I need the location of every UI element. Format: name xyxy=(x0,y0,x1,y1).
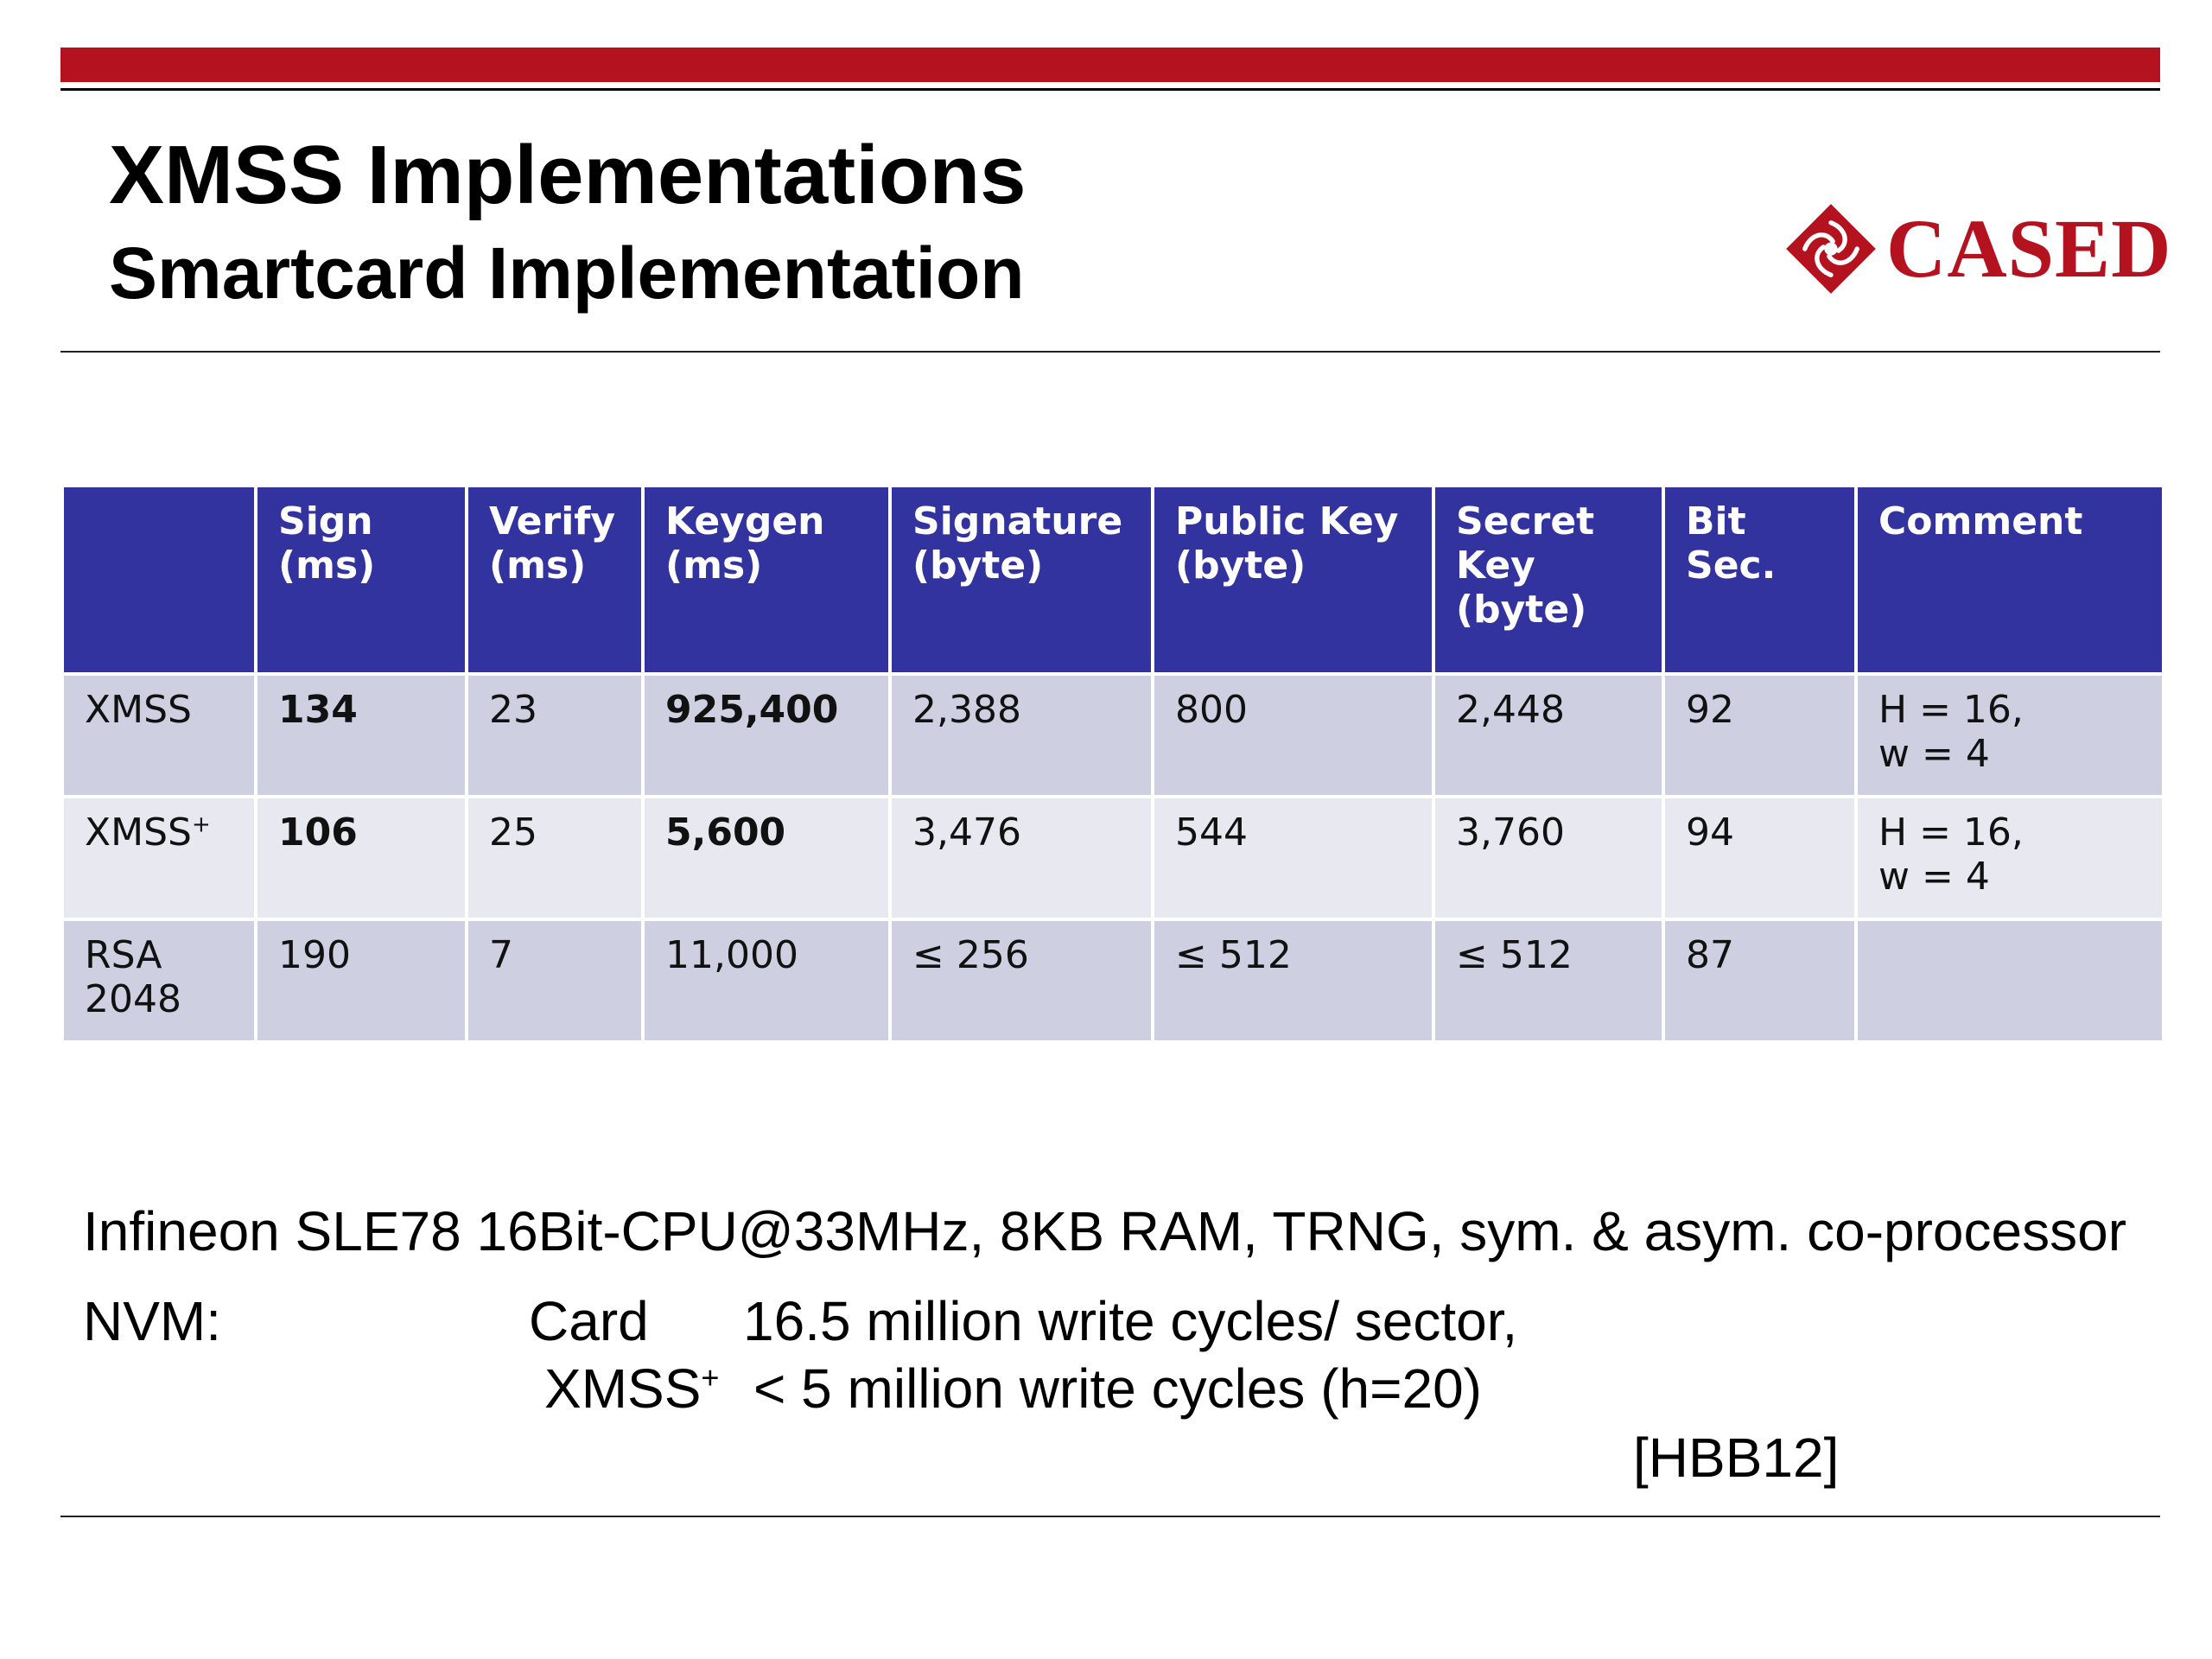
bit-sec-cell: 92 xyxy=(1662,672,1858,798)
signature-cell: ≤ 256 xyxy=(888,918,1154,1044)
keygen-cell: 5,600 xyxy=(641,795,892,921)
footer-divider xyxy=(60,1516,2160,1517)
xmss-plus-label: XMSS+ xyxy=(544,1357,720,1420)
secret-key-cell: 3,760 xyxy=(1432,795,1665,921)
keygen-cell: 11,000 xyxy=(641,918,892,1044)
table-row: XMSS+ 106 25 5,600 3,476 544 3,760 94 H … xyxy=(60,795,2165,921)
table-row: RSA 2048 190 7 11,000 ≤ 256 ≤ 512 ≤ 512 … xyxy=(60,918,2165,1044)
row-label: XMSS+ xyxy=(60,795,257,921)
header-cell: Bit Sec. xyxy=(1662,484,1858,676)
top-divider xyxy=(60,88,2160,91)
card-value: 16.5 million write cycles/ sector, xyxy=(743,1290,1518,1352)
verify-cell: 23 xyxy=(465,672,645,798)
keygen-cell: 925,400 xyxy=(641,672,892,798)
nvm-label: NVM: xyxy=(83,1290,221,1352)
header-cell: Sign (ms) xyxy=(254,484,468,676)
table-header-row: Sign (ms) Verify (ms) Keygen (ms) Signat… xyxy=(60,484,2165,676)
bit-sec-cell: 87 xyxy=(1662,918,1858,1044)
header-cell: Verify (ms) xyxy=(465,484,645,676)
comment-cell xyxy=(1854,918,2165,1044)
sign-cell: 190 xyxy=(254,918,468,1044)
logo-text: CASED xyxy=(1886,202,2172,295)
public-key-cell: 800 xyxy=(1151,672,1435,798)
row-label: XMSS xyxy=(60,672,257,798)
header-cell: Public Key (byte) xyxy=(1151,484,1435,676)
signature-cell: 3,476 xyxy=(888,795,1154,921)
bit-sec-cell: 94 xyxy=(1662,795,1858,921)
public-key-cell: 544 xyxy=(1151,795,1435,921)
secret-key-cell: ≤ 512 xyxy=(1432,918,1665,1044)
public-key-cell: ≤ 512 xyxy=(1151,918,1435,1044)
header-cell xyxy=(60,484,257,676)
header-cell: Comment xyxy=(1854,484,2165,676)
header-cell: Secret Key (byte) xyxy=(1432,484,1665,676)
comment-cell: H = 16, w = 4 xyxy=(1854,795,2165,921)
secret-key-cell: 2,448 xyxy=(1432,672,1665,798)
slide-title: XMSS Implementations xyxy=(109,129,1027,221)
sign-cell: 106 xyxy=(254,795,468,921)
table-row: XMSS 134 23 925,400 2,388 800 2,448 92 H… xyxy=(60,672,2165,798)
verify-cell: 7 xyxy=(465,918,645,1044)
xmss-plus-value: < 5 million write cycles (h=20) xyxy=(753,1357,1482,1420)
top-accent-bar xyxy=(60,48,2160,82)
cased-logo: CASED xyxy=(1784,199,2171,299)
hardware-note: Infineon SLE78 16Bit-CPU@33MHz, 8KB RAM,… xyxy=(83,1200,2126,1262)
reference-citation: [HBB12] xyxy=(1633,1427,1840,1489)
header-cell: Signature (byte) xyxy=(888,484,1154,676)
header-divider xyxy=(60,351,2160,353)
slide-subtitle: Smartcard Implementation xyxy=(109,232,1025,314)
verify-cell: 25 xyxy=(465,795,645,921)
signature-cell: 2,388 xyxy=(888,672,1154,798)
header-cell: Keygen (ms) xyxy=(641,484,892,676)
sign-cell: 134 xyxy=(254,672,468,798)
comment-cell: H = 16, w = 4 xyxy=(1854,672,2165,798)
comparison-table: Sign (ms) Verify (ms) Keygen (ms) Signat… xyxy=(60,484,2165,1044)
row-label: RSA 2048 xyxy=(60,918,257,1044)
cased-logo-icon xyxy=(1786,204,1876,294)
card-label: Card xyxy=(529,1290,649,1352)
